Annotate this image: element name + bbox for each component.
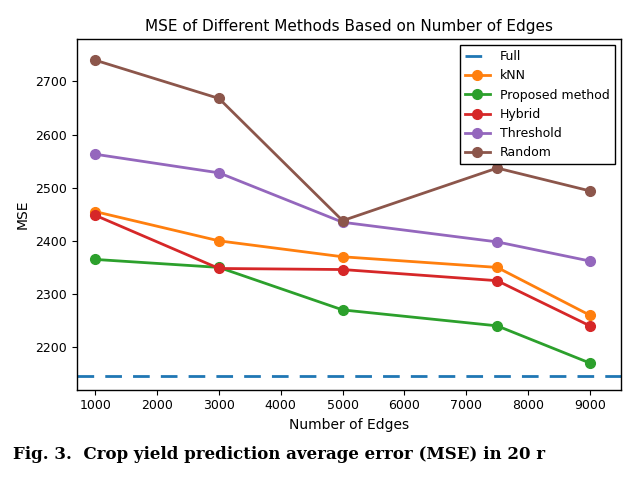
Proposed method [215,264,223,270]
Text: Fig. 3.  Crop yield prediction average error (MSE) in 20 r: Fig. 3. Crop yield prediction average er… [13,446,545,463]
Threshold [339,219,346,225]
Line: Threshold: Threshold [90,150,595,266]
Legend: Full, kNN, Proposed method, Hybrid, Threshold, Random: Full, kNN, Proposed method, Hybrid, Thre… [460,45,614,165]
Random [339,218,346,224]
Threshold [586,258,594,264]
Proposed method [493,323,501,329]
kNN [586,312,594,318]
Threshold [215,170,223,176]
Line: Hybrid: Hybrid [90,210,595,331]
kNN [215,238,223,244]
Proposed method [92,257,99,262]
Hybrid [339,266,346,272]
kNN [493,264,501,270]
Full [29,374,37,379]
Title: MSE of Different Methods Based on Number of Edges: MSE of Different Methods Based on Number… [145,19,553,34]
Full [29,374,37,379]
Proposed method [586,360,594,366]
Hybrid [493,278,501,283]
Random [493,165,501,171]
kNN [92,209,99,215]
Y-axis label: MSE: MSE [15,200,29,229]
Hybrid [92,212,99,218]
X-axis label: Number of Edges: Number of Edges [289,418,409,432]
Hybrid [215,265,223,271]
kNN [339,254,346,260]
Line: Random: Random [90,56,595,225]
Random [215,95,223,101]
Proposed method [339,307,346,313]
Line: kNN: kNN [90,207,595,320]
Threshold [493,239,501,245]
Random [586,188,594,194]
Random [92,57,99,63]
Line: Proposed method: Proposed method [90,255,595,368]
Threshold [92,151,99,157]
Hybrid [586,323,594,329]
